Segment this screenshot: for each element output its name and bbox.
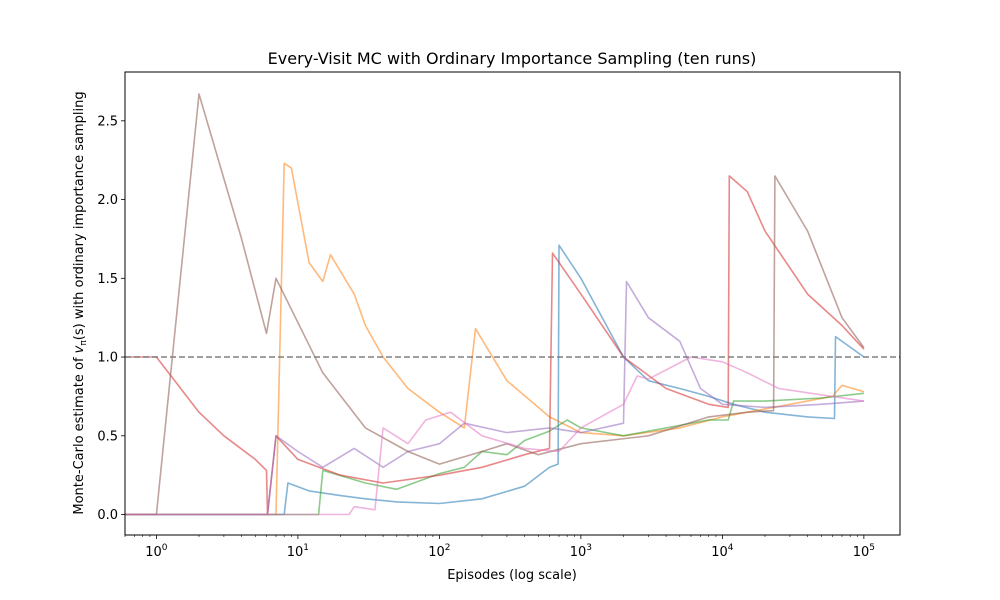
- series-line-5: [125, 280, 864, 516]
- y-tick-label: 0.5: [97, 429, 118, 444]
- x-tick-label: 103: [570, 543, 592, 560]
- y-axis-label: Monte-Carlo estimate of vπ(s) with ordin…: [72, 91, 89, 514]
- x-axis-label: Episodes (log scale): [447, 568, 577, 583]
- series-line-4: [125, 175, 865, 516]
- series-layer: [125, 93, 865, 516]
- x-tick-label: 100: [145, 543, 168, 560]
- x-tick-label: 101: [287, 543, 309, 560]
- series-line-2: [125, 162, 865, 516]
- y-tick-label: 1.5: [97, 272, 118, 287]
- y-tick-label: 1.0: [97, 351, 118, 366]
- x-tick-label: 102: [428, 543, 450, 560]
- chart-title: Every-Visit MC with Ordinary Importance …: [268, 49, 757, 68]
- x-tick-label: 105: [853, 543, 875, 560]
- y-tick-label: 0.0: [97, 508, 118, 523]
- y-tick-label: 2.5: [97, 114, 118, 129]
- series-line-7: [125, 356, 865, 516]
- y-axis: 0.0 0.5 1.0 1.5 2.0 2.5: [97, 114, 125, 523]
- x-tick-label: 104: [711, 543, 734, 560]
- x-axis: 100 101 102 103 104 105: [124, 535, 875, 560]
- y-tick-label: 2.0: [97, 193, 118, 208]
- series-line-1: [125, 244, 865, 516]
- series-line-6: [125, 93, 865, 516]
- plot-frame: [124, 71, 901, 536]
